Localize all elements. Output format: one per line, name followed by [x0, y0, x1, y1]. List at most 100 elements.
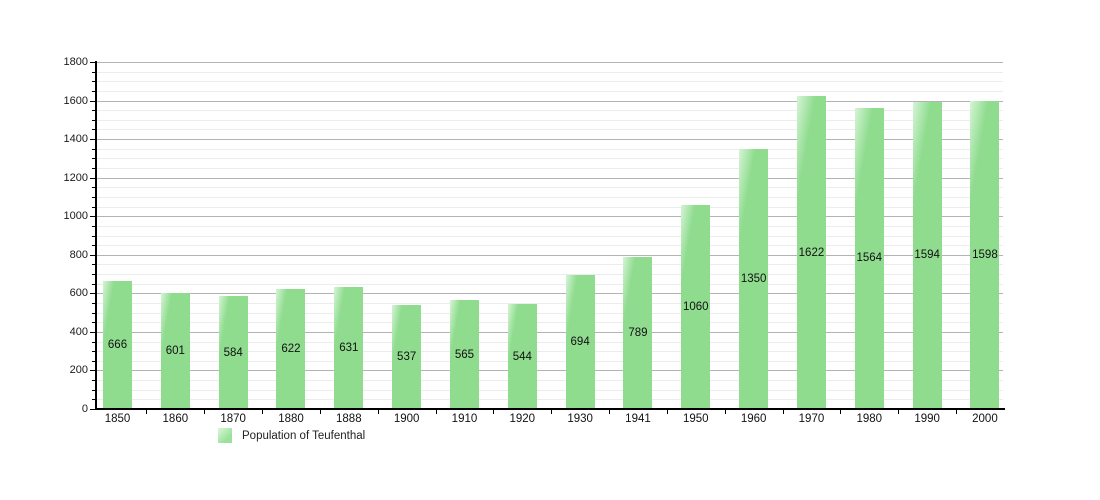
y-axis-tick [92, 110, 95, 112]
gridline-minor [97, 389, 1003, 391]
x-axis-tick [956, 410, 958, 414]
gridline-major [97, 100, 1003, 102]
x-axis-label: 1880 [278, 413, 304, 425]
y-axis-tick [90, 62, 95, 63]
bar-value-label: 622 [281, 343, 301, 356]
bar-value-label: 601 [165, 345, 185, 358]
y-axis-tick [90, 100, 95, 102]
bar-1850: 666 [103, 280, 132, 409]
gridline-minor [97, 399, 1003, 401]
bar-1880: 622 [276, 289, 306, 409]
x-axis-label: 1960 [740, 413, 767, 425]
y-axis-tick [92, 81, 95, 83]
bar-1990: 1594 [912, 101, 942, 409]
y-axis-label: 1200 [63, 171, 88, 184]
y-axis-label: 200 [69, 364, 88, 377]
gridline-minor [97, 380, 1003, 382]
x-axis-tick [898, 410, 900, 414]
bar-1910: 565 [449, 300, 479, 409]
y-axis-label: 800 [69, 248, 88, 261]
y-axis-tick [92, 196, 95, 198]
x-axis-label: 1860 [162, 413, 189, 425]
gridline-major [97, 177, 1003, 179]
x-axis-tick [262, 410, 264, 414]
bar-value-label: 1598 [972, 248, 998, 261]
bar-1888: 631 [334, 287, 364, 409]
bar-value-label: 1594 [914, 249, 940, 262]
gridline-major [97, 331, 1003, 333]
bar-value-label: 1350 [740, 272, 767, 285]
y-axis-label: 1400 [63, 133, 88, 146]
y-axis-tick [92, 274, 95, 276]
y-axis-label: 1600 [63, 94, 88, 107]
y-axis-tick [92, 264, 95, 266]
legend-label: Population of Teufenthal [242, 429, 366, 442]
y-axis-tick [92, 245, 95, 247]
x-axis-line [95, 408, 1005, 410]
y-axis-tick [92, 351, 95, 353]
bar-1860: 601 [160, 293, 190, 409]
bar-1970: 1622 [796, 96, 826, 409]
y-axis-tick [92, 360, 95, 362]
bar-value-label: 1622 [798, 246, 825, 259]
x-axis-label: 1990 [914, 413, 940, 425]
y-axis-tick [92, 206, 95, 208]
gridline-major [97, 293, 1003, 295]
y-axis-tick [90, 293, 95, 295]
bar-value-label: 631 [339, 342, 359, 355]
x-axis-tick [204, 410, 206, 414]
gridline-major [97, 370, 1003, 372]
bar-value-label: 666 [107, 338, 128, 351]
x-axis-tick [840, 410, 842, 414]
gridline-major [97, 62, 1003, 63]
x-axis-tick [435, 410, 437, 414]
x-axis-label: 1920 [509, 413, 536, 425]
y-axis-tick [92, 158, 95, 160]
y-axis-tick [92, 312, 95, 314]
legend-swatch [218, 428, 232, 443]
y-axis-tick [92, 71, 95, 73]
bar-value-label: 1564 [856, 252, 883, 265]
x-axis-tick [782, 410, 784, 414]
y-axis-line [95, 61, 97, 410]
gridline-minor [97, 225, 1003, 227]
gridline-minor [97, 341, 1003, 343]
bar-1960: 1350 [739, 148, 769, 409]
x-axis-label: 1910 [451, 413, 478, 425]
y-axis-label: 0 [81, 403, 88, 415]
gridline-minor [97, 360, 1003, 362]
gridline-minor [97, 187, 1003, 189]
gridline-minor [97, 90, 1003, 92]
x-axis-label: 1900 [393, 413, 420, 425]
y-axis-tick [92, 283, 95, 285]
x-axis-tick [319, 410, 321, 414]
gridline-minor [97, 351, 1003, 353]
gridline-minor [97, 168, 1003, 170]
x-axis-label: 1970 [798, 413, 825, 425]
bar-value-label: 544 [512, 350, 532, 363]
gridline-major [97, 216, 1003, 218]
gridline-minor [97, 110, 1003, 112]
y-axis-tick [92, 302, 95, 304]
y-axis-tick [92, 168, 95, 170]
bar-1920: 544 [507, 304, 537, 409]
bar-value-label: 584 [223, 346, 243, 359]
y-axis-tick [92, 341, 95, 343]
y-axis-tick [90, 331, 95, 333]
gridline-minor [97, 264, 1003, 266]
gridline-major [97, 139, 1003, 141]
gridline-minor [97, 129, 1003, 131]
x-axis-tick [609, 410, 611, 414]
y-axis-tick [92, 187, 95, 189]
x-axis-label: 1980 [856, 413, 883, 425]
gridline-minor [97, 119, 1003, 121]
gridline-minor [97, 148, 1003, 150]
y-axis-tick [90, 409, 95, 410]
y-axis-tick [92, 380, 95, 382]
gridline-minor [97, 158, 1003, 160]
y-axis-tick [92, 235, 95, 237]
gridline-minor [97, 71, 1003, 73]
x-axis-label: 1870 [220, 413, 246, 425]
plot-area: 666 601 584 622 631 537 565 544 694 789 1060 1350 16… [97, 62, 1003, 409]
gridline-minor [97, 274, 1003, 276]
